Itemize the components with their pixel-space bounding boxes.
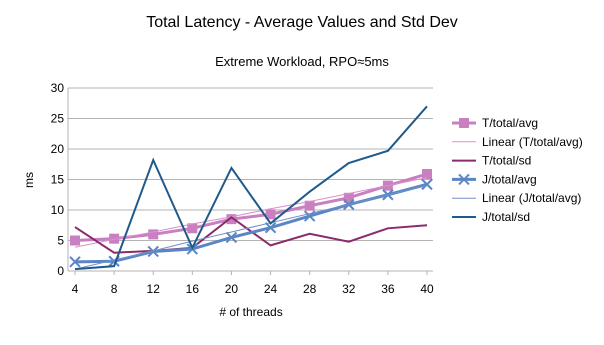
marker xyxy=(304,200,315,211)
y-axis-label: ms xyxy=(22,172,36,188)
y-tick-label: 25 xyxy=(51,112,65,126)
marker xyxy=(422,169,432,180)
x-tick-label: 4 xyxy=(72,282,79,296)
series-line xyxy=(74,172,428,242)
y-tick-label: 10 xyxy=(51,203,65,217)
y-tick-label: 20 xyxy=(51,142,65,156)
x-axis-label: # of threads xyxy=(219,305,282,319)
chart-subtitle: Extreme Workload, RPO≈5ms xyxy=(215,54,389,69)
legend-label: Linear (T/total/avg) xyxy=(482,135,583,149)
legend-label: Linear (J/total/avg) xyxy=(482,191,581,205)
marker xyxy=(343,192,354,203)
legend-label: T/total/avg xyxy=(482,116,538,130)
marker xyxy=(226,214,237,225)
marker xyxy=(265,209,276,220)
y-tick-label: 0 xyxy=(57,264,64,278)
marker xyxy=(225,231,238,244)
x-tick-label: 16 xyxy=(186,282,200,296)
marker xyxy=(109,233,120,244)
marker xyxy=(148,229,159,240)
marker xyxy=(187,223,198,234)
x-tick-label: 8 xyxy=(111,282,118,296)
series-line xyxy=(74,185,428,270)
chart-title: Total Latency - Average Values and Std D… xyxy=(146,14,458,31)
legend-marker xyxy=(458,173,470,186)
y-tick-label: 5 xyxy=(57,234,64,248)
x-tick-label: 20 xyxy=(225,282,239,296)
legend-marker xyxy=(459,118,469,128)
marker xyxy=(147,245,159,258)
legend-label: T/total/sd xyxy=(482,154,531,168)
x-tick-label: 12 xyxy=(147,282,161,296)
legend-label: J/total/avg xyxy=(482,172,537,186)
y-tick-label: 15 xyxy=(51,173,65,187)
y-tick-label: 30 xyxy=(51,81,65,95)
series-line xyxy=(74,177,428,248)
x-tick-label: 24 xyxy=(264,282,278,296)
series-line xyxy=(74,216,428,254)
marker xyxy=(69,256,81,268)
marker xyxy=(264,221,277,234)
x-tick-label: 32 xyxy=(342,282,356,296)
x-tick-label: 28 xyxy=(303,282,317,296)
marker xyxy=(421,178,433,191)
x-tick-label: 40 xyxy=(420,282,434,296)
marker xyxy=(70,235,80,246)
legend-label: J/total/sd xyxy=(482,210,530,224)
x-tick-label: 36 xyxy=(381,282,395,296)
series-line xyxy=(74,105,428,271)
